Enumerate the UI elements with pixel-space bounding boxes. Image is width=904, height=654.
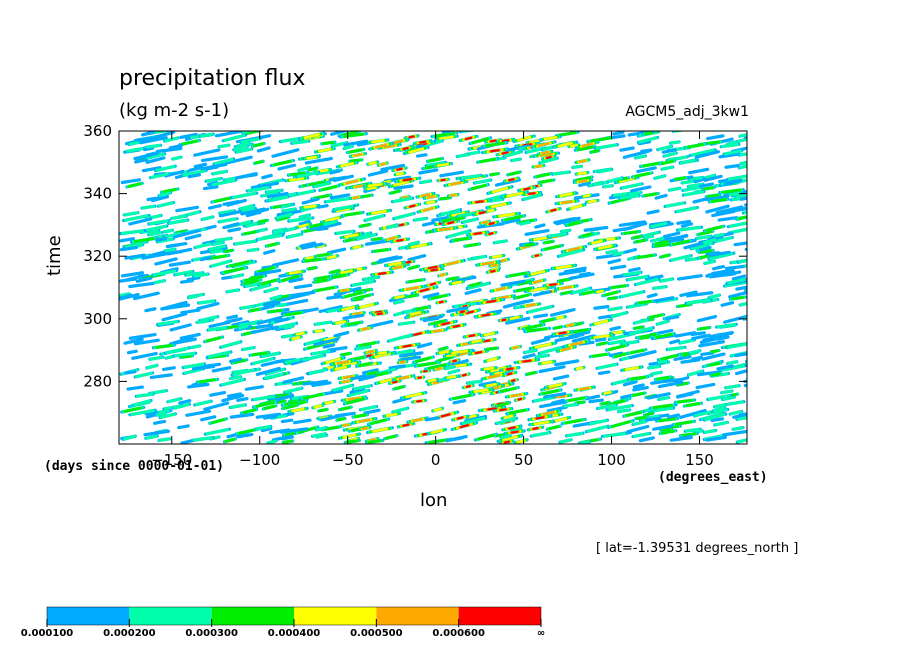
x-tick-label: −50 xyxy=(332,451,364,469)
x-axis: −150 −100 −50 0 50 100 150 xyxy=(151,131,714,469)
colorbar-label: 0.000600 xyxy=(432,628,485,639)
y-tick-label: 360 xyxy=(83,122,112,140)
chart-title: precipitation flux xyxy=(119,66,306,91)
y-tick-label: 300 xyxy=(83,310,112,328)
x-tick-label: 50 xyxy=(514,451,533,469)
colorbar xyxy=(46,606,542,627)
precipitation-field xyxy=(119,131,747,444)
x-axis-units: (degrees_east) xyxy=(658,470,768,485)
y-axis: 280 300 320 340 360 xyxy=(83,122,747,390)
x-tick-label: 100 xyxy=(597,451,626,469)
model-label: AGCM5_adj_3kw1 xyxy=(625,104,749,120)
units-label: (kg m-2 s-1) xyxy=(119,100,230,121)
x-tick-label: 150 xyxy=(685,451,714,469)
y-axis-units: (days since 0000-01-01) xyxy=(44,459,225,474)
y-tick-label: 280 xyxy=(83,372,112,390)
plot-frame xyxy=(118,130,748,445)
colorbar-label: 0.000200 xyxy=(103,628,156,639)
colorbar-label: 0.000500 xyxy=(350,628,403,639)
colorbar-label: 0.000100 xyxy=(20,628,74,639)
x-tick-label: 0 xyxy=(431,451,441,469)
x-axis-label: lon xyxy=(420,490,448,511)
latitude-annotation: [ lat=-1.39531 degrees_north ] xyxy=(596,541,799,556)
y-tick-label: 340 xyxy=(83,185,112,203)
x-tick-label: −150 xyxy=(151,451,192,469)
colorbar-swatch xyxy=(47,607,130,625)
colorbar-label: 0.000400 xyxy=(267,628,321,639)
colorbar-swatch xyxy=(294,607,377,625)
colorbar-swatch xyxy=(458,607,541,625)
y-tick-label: 320 xyxy=(83,247,112,265)
y-axis-label: time xyxy=(44,235,65,276)
x-tick-label: −100 xyxy=(239,451,280,469)
colorbar-swatch xyxy=(129,607,212,625)
colorbar-swatch xyxy=(376,607,459,625)
colorbar-swatch xyxy=(211,607,294,625)
colorbar-label: 0.000300 xyxy=(185,628,238,639)
colorbar-label: ∞ xyxy=(536,628,546,639)
